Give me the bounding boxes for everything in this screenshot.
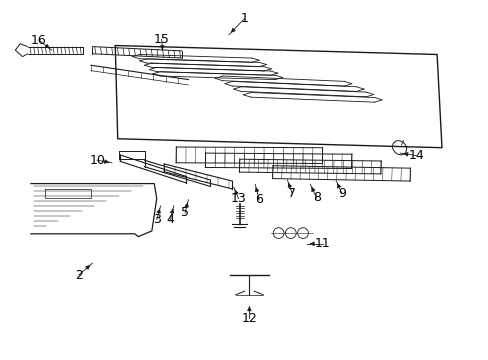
Text: 9: 9 — [337, 187, 345, 200]
Text: 5: 5 — [181, 207, 189, 220]
Text: 3: 3 — [152, 213, 161, 226]
Text: 4: 4 — [166, 213, 174, 226]
Text: 15: 15 — [153, 33, 169, 46]
Text: 7: 7 — [288, 187, 296, 200]
Text: 14: 14 — [407, 149, 423, 162]
Text: 2: 2 — [75, 269, 82, 282]
Text: 11: 11 — [314, 237, 330, 250]
Text: 10: 10 — [89, 154, 105, 167]
Text: 8: 8 — [312, 192, 320, 204]
Text: 1: 1 — [240, 12, 248, 25]
Text: 6: 6 — [255, 193, 263, 206]
Text: 16: 16 — [31, 33, 46, 47]
Text: 12: 12 — [241, 311, 257, 325]
Text: 13: 13 — [230, 192, 246, 205]
